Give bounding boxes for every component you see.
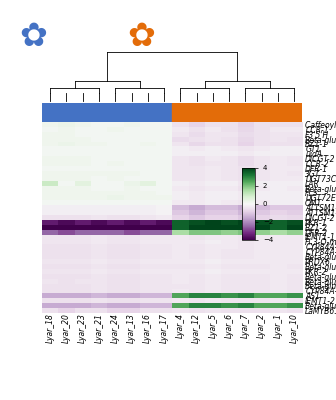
Text: Lyar_24: Lyar_24 <box>111 313 120 343</box>
Text: Lyar_10: Lyar_10 <box>290 313 299 343</box>
Text: Lyar_20: Lyar_20 <box>62 313 71 343</box>
Text: Lyar_21: Lyar_21 <box>94 313 103 343</box>
Text: Lyar_16: Lyar_16 <box>143 313 152 343</box>
Text: Lyar_6: Lyar_6 <box>225 313 234 338</box>
Text: ✿: ✿ <box>19 20 48 53</box>
Text: Lyar_17: Lyar_17 <box>160 313 169 343</box>
Text: Lyar_2: Lyar_2 <box>257 313 266 338</box>
Text: Lyar_4: Lyar_4 <box>176 313 185 338</box>
Bar <box>172 104 302 122</box>
Text: Lyar_13: Lyar_13 <box>127 313 136 343</box>
Text: ✿: ✿ <box>127 20 155 53</box>
Text: Lyar_12: Lyar_12 <box>192 313 201 343</box>
Text: Lyar_1: Lyar_1 <box>274 313 283 338</box>
Text: Lyar_5: Lyar_5 <box>208 313 217 338</box>
Text: Lyar_18: Lyar_18 <box>46 313 55 343</box>
Text: Lyar_7: Lyar_7 <box>241 313 250 338</box>
Bar <box>42 104 172 122</box>
Text: Lyar_23: Lyar_23 <box>78 313 87 343</box>
